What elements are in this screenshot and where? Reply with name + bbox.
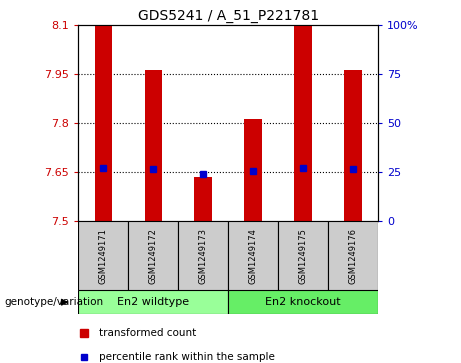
Bar [228, 290, 378, 314]
Text: En2 knockout: En2 knockout [265, 297, 341, 307]
Text: GSM1249172: GSM1249172 [149, 228, 158, 284]
Bar [344, 69, 362, 221]
Text: GSM1249174: GSM1249174 [248, 228, 258, 284]
Bar [195, 177, 212, 221]
Text: genotype/variation: genotype/variation [5, 297, 104, 307]
Text: GSM1249171: GSM1249171 [99, 228, 108, 284]
Bar [328, 221, 378, 290]
Bar [244, 118, 262, 221]
Text: transformed count: transformed count [100, 328, 196, 338]
Text: GSM1249175: GSM1249175 [299, 228, 307, 284]
Bar [128, 221, 178, 290]
Bar [278, 221, 328, 290]
Title: GDS5241 / A_51_P221781: GDS5241 / A_51_P221781 [138, 9, 319, 23]
Bar [228, 221, 278, 290]
Bar [78, 221, 128, 290]
Text: percentile rank within the sample: percentile rank within the sample [100, 352, 275, 362]
Text: GSM1249176: GSM1249176 [349, 228, 358, 284]
Bar [78, 290, 228, 314]
Bar [145, 69, 162, 221]
Bar [178, 221, 228, 290]
Text: GSM1249173: GSM1249173 [199, 228, 208, 284]
Text: En2 wildtype: En2 wildtype [117, 297, 189, 307]
Bar [95, 25, 112, 221]
Bar [295, 25, 312, 221]
